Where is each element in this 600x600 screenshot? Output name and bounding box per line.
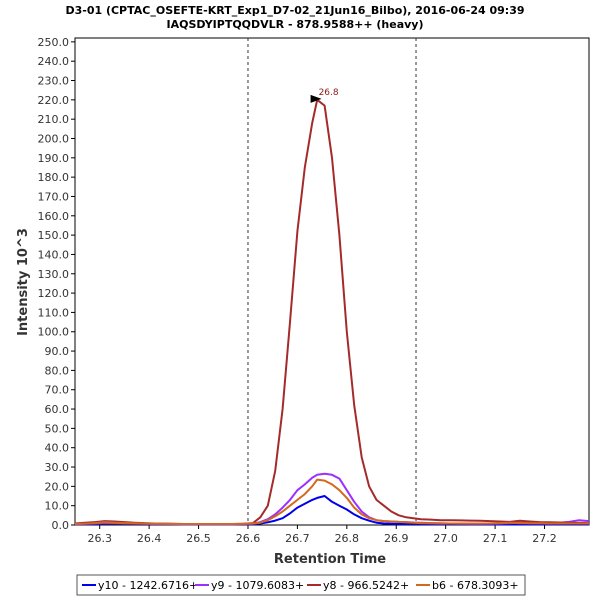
series-line (74, 98, 590, 525)
y-tick-label: 0.0 (52, 519, 70, 532)
legend-entry: y8 - 966.5242+ (323, 579, 409, 592)
y-tick-label: 130.0 (38, 268, 70, 281)
y-tick-label: 110.0 (38, 306, 70, 319)
integration-boundaries (247, 38, 417, 525)
legend-box (76, 574, 526, 596)
x-tick-label: 27.0 (433, 532, 458, 545)
y-tick-label: 220.0 (38, 94, 70, 107)
legend-entry: y9 - 1079.6083+ (211, 579, 304, 592)
x-tick-label: 27.2 (532, 532, 557, 545)
y-tick-label: 240.0 (38, 55, 70, 68)
series-line (74, 478, 589, 525)
y-tick-label: 50.0 (45, 422, 70, 435)
x-axis-label: Retention Time (274, 552, 386, 567)
y-tick-label: 160.0 (38, 210, 70, 223)
legend: y10 - 1242.6716+ y9 - 1079.6083+ y8 - 966.… (82, 579, 519, 592)
x-axis: 26.3 26.4 26.5 26.6 26.7 26.8 26.9 27.0 27.1 27.2 (87, 525, 557, 545)
x-tick-label: 26.7 (285, 532, 310, 545)
legend-entry: b6 - 678.3093+ (432, 579, 519, 592)
plot-frame (74, 37, 590, 526)
series-lines (74, 98, 590, 526)
y-tick-label: 170.0 (38, 190, 70, 203)
y-tick-label: 180.0 (38, 171, 70, 184)
y-tick-label: 30.0 (45, 461, 70, 474)
chart-subtitle: IAQSDYIPTQQDVLR - 878.9588++ (heavy) (166, 18, 423, 31)
x-tick-label: 26.6 (236, 532, 261, 545)
y-tick-label: 210.0 (38, 113, 70, 126)
chart-title: D3-01 (CPTAC_OSEFTE-KRT_Exp1_D7-02_21Jun… (65, 4, 524, 17)
x-tick-label: 26.5 (186, 532, 211, 545)
peak-label: 26.8 (319, 88, 339, 98)
y-tick-label: 100.0 (38, 326, 70, 339)
y-tick-label: 140.0 (38, 248, 70, 261)
peak-annotation: 26.8 (310, 88, 339, 103)
y-tick-label: 40.0 (45, 442, 70, 455)
y-tick-label: 70.0 (45, 384, 70, 397)
y-tick-label: 190.0 (38, 152, 70, 165)
series-line (74, 472, 590, 526)
y-tick-label: 150.0 (38, 229, 70, 242)
x-tick-label: 26.9 (384, 532, 409, 545)
x-tick-label: 26.8 (335, 532, 360, 545)
series-line (74, 495, 589, 526)
y-tick-label: 80.0 (45, 364, 70, 377)
y-tick-label: 90.0 (45, 345, 70, 358)
y-tick-label: 10.0 (45, 500, 70, 513)
peak-arrow-icon (310, 94, 322, 103)
y-axis: 0.0 10.0 20.0 30.0 40.0 50.0 60.0 70.0 80.0 90.0 1… (38, 36, 75, 532)
x-tick-label: 27.1 (483, 532, 508, 545)
legend-entry: y10 - 1242.6716+ (98, 579, 198, 592)
y-tick-label: 60.0 (45, 403, 70, 416)
y-tick-label: 120.0 (38, 287, 70, 300)
y-axis-label: Intensity 10^3 (16, 228, 31, 336)
x-tick-label: 26.3 (87, 532, 112, 545)
y-tick-label: 20.0 (45, 480, 70, 493)
x-tick-label: 26.4 (137, 532, 162, 545)
y-tick-label: 250.0 (38, 36, 70, 49)
y-tick-label: 230.0 (38, 75, 70, 88)
y-tick-label: 200.0 (38, 132, 70, 145)
